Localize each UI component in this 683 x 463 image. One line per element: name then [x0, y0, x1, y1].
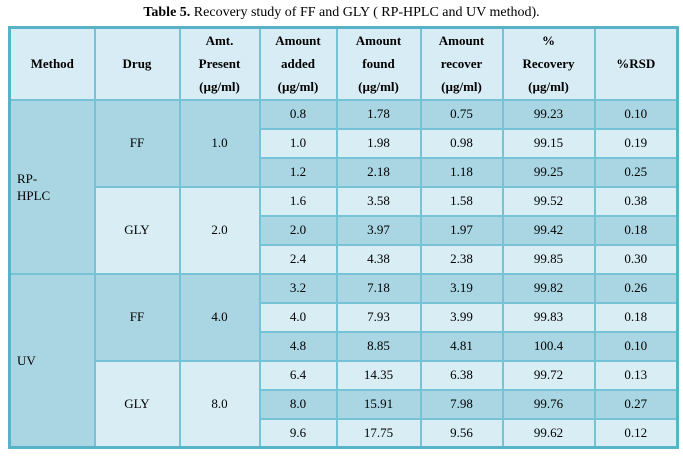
col-header-recovery: % Recovery (µg/ml) [501, 26, 596, 101]
amt-present-cell: 1.0 [178, 98, 261, 188]
data-cell: 7.93 [335, 301, 422, 333]
data-cell: 1.98 [335, 127, 422, 159]
data-cell: 99.23 [501, 98, 596, 130]
data-cell: 0.8 [258, 98, 338, 130]
col-header-method: Method [8, 26, 96, 101]
data-cell: 7.98 [419, 388, 504, 420]
data-cell: 1.78 [335, 98, 422, 130]
table-row: 4.8 8.85 4.81 100.4 0.10 [10, 330, 679, 362]
data-cell: 1.58 [419, 185, 504, 217]
data-cell: 99.83 [501, 301, 596, 333]
data-cell: 7.18 [335, 272, 422, 304]
data-cell: 14.35 [335, 359, 422, 391]
data-cell: 99.85 [501, 243, 596, 275]
col-header-drug: Drug [93, 26, 181, 101]
table-row: RP- HPLC FF 1.0 0.8 1.78 0.75 99.23 0.10 [8, 98, 679, 275]
data-cell: 0.75 [419, 98, 504, 130]
data-cell: 1.2 [258, 156, 338, 188]
data-cell: 8.0 [258, 388, 338, 420]
data-cell: 0.25 [593, 156, 679, 188]
data-cell: 99.62 [501, 417, 596, 449]
data-cell: 2.38 [419, 243, 504, 275]
table-row: UV FF 4.0 3.2 7.18 3.19 99.82 0.26 [8, 272, 679, 449]
data-cell: 100.4 [501, 330, 596, 362]
data-cell: 99.52 [501, 185, 596, 217]
table-row: 2.0 3.97 1.97 99.42 0.18 [10, 214, 679, 246]
data-cell: 6.38 [419, 359, 504, 391]
table-title-label: Table 5. [143, 5, 191, 20]
col-header-amount-recover: Amount recover (µg/ml) [419, 26, 504, 101]
data-cell: 15.91 [335, 388, 422, 420]
data-cell: 0.13 [593, 359, 679, 391]
data-cell: 4.0 [258, 301, 338, 333]
table-row: 9.6 17.75 9.56 99.62 0.12 [10, 417, 679, 449]
data-cell: 1.6 [258, 185, 338, 217]
data-cell: 4.38 [335, 243, 422, 275]
data-cell: 9.56 [419, 417, 504, 449]
data-cell: 8.85 [335, 330, 422, 362]
data-cell: 9.6 [258, 417, 338, 449]
drug-cell: GLY [93, 359, 181, 449]
col-header-amount-added: Amount added (µg/ml) [258, 26, 338, 101]
table-row: 8.0 15.91 7.98 99.76 0.27 [10, 388, 679, 420]
data-cell: 1.18 [419, 156, 504, 188]
data-cell: 2.18 [335, 156, 422, 188]
amt-present-cell: 8.0 [178, 359, 261, 449]
data-cell: 3.99 [419, 301, 504, 333]
data-cell: 1.97 [419, 214, 504, 246]
table-title-text: Recovery study of FF and GLY ( RP-HPLC a… [190, 5, 540, 20]
data-cell: 0.18 [593, 301, 679, 333]
amt-present-cell: 4.0 [178, 272, 261, 362]
col-header-rsd: %RSD [593, 26, 679, 101]
data-cell: 6.4 [258, 359, 338, 391]
col-header-amt-present: Amt. Present (µg/ml) [178, 26, 261, 101]
method-cell: UV [8, 272, 96, 449]
data-cell: 0.98 [419, 127, 504, 159]
data-cell: 0.18 [593, 214, 679, 246]
data-cell: 2.0 [258, 214, 338, 246]
data-cell: 99.15 [501, 127, 596, 159]
data-cell: 1.0 [258, 127, 338, 159]
data-cell: 99.76 [501, 388, 596, 420]
recovery-table: Method Drug Amt. Present (µg/ml) Amount … [8, 26, 679, 449]
data-cell: 99.42 [501, 214, 596, 246]
data-cell: 99.82 [501, 272, 596, 304]
header-row: Method Drug Amt. Present (µg/ml) Amount … [8, 26, 679, 101]
data-cell: 2.4 [258, 243, 338, 275]
data-cell: 3.2 [258, 272, 338, 304]
data-cell: 0.26 [593, 272, 679, 304]
drug-cell: FF [93, 272, 181, 362]
table-row: 1.2 2.18 1.18 99.25 0.25 [10, 156, 679, 188]
data-cell: 4.81 [419, 330, 504, 362]
data-cell: 17.75 [335, 417, 422, 449]
data-cell: 4.8 [258, 330, 338, 362]
table-row: 4.0 7.93 3.99 99.83 0.18 [10, 301, 679, 333]
table-row: 1.0 1.98 0.98 99.15 0.19 [10, 127, 679, 159]
table-title: Table 5. Recovery study of FF and GLY ( … [0, 0, 683, 26]
amt-present-cell: 2.0 [178, 185, 261, 275]
table-row: 2.4 4.38 2.38 99.85 0.30 [10, 243, 679, 275]
data-cell: 0.19 [593, 127, 679, 159]
data-cell: 0.38 [593, 185, 679, 217]
method-cell: RP- HPLC [8, 98, 96, 275]
data-cell: 99.25 [501, 156, 596, 188]
drug-cell: GLY [93, 185, 181, 275]
data-cell: 3.97 [335, 214, 422, 246]
data-cell: 0.10 [593, 330, 679, 362]
data-cell: 3.19 [419, 272, 504, 304]
data-cell: 0.27 [593, 388, 679, 420]
data-cell: 3.58 [335, 185, 422, 217]
data-cell: 0.10 [593, 98, 679, 130]
data-cell: 0.30 [593, 243, 679, 275]
data-cell: 0.12 [593, 417, 679, 449]
table-row: GLY 8.0 6.4 14.35 6.38 99.72 0.13 [10, 359, 679, 449]
col-header-amount-found: Amount found (µg/ml) [335, 26, 422, 101]
data-cell: 99.72 [501, 359, 596, 391]
table-row: GLY 2.0 1.6 3.58 1.58 99.52 0.38 [10, 185, 679, 275]
drug-cell: FF [93, 98, 181, 188]
